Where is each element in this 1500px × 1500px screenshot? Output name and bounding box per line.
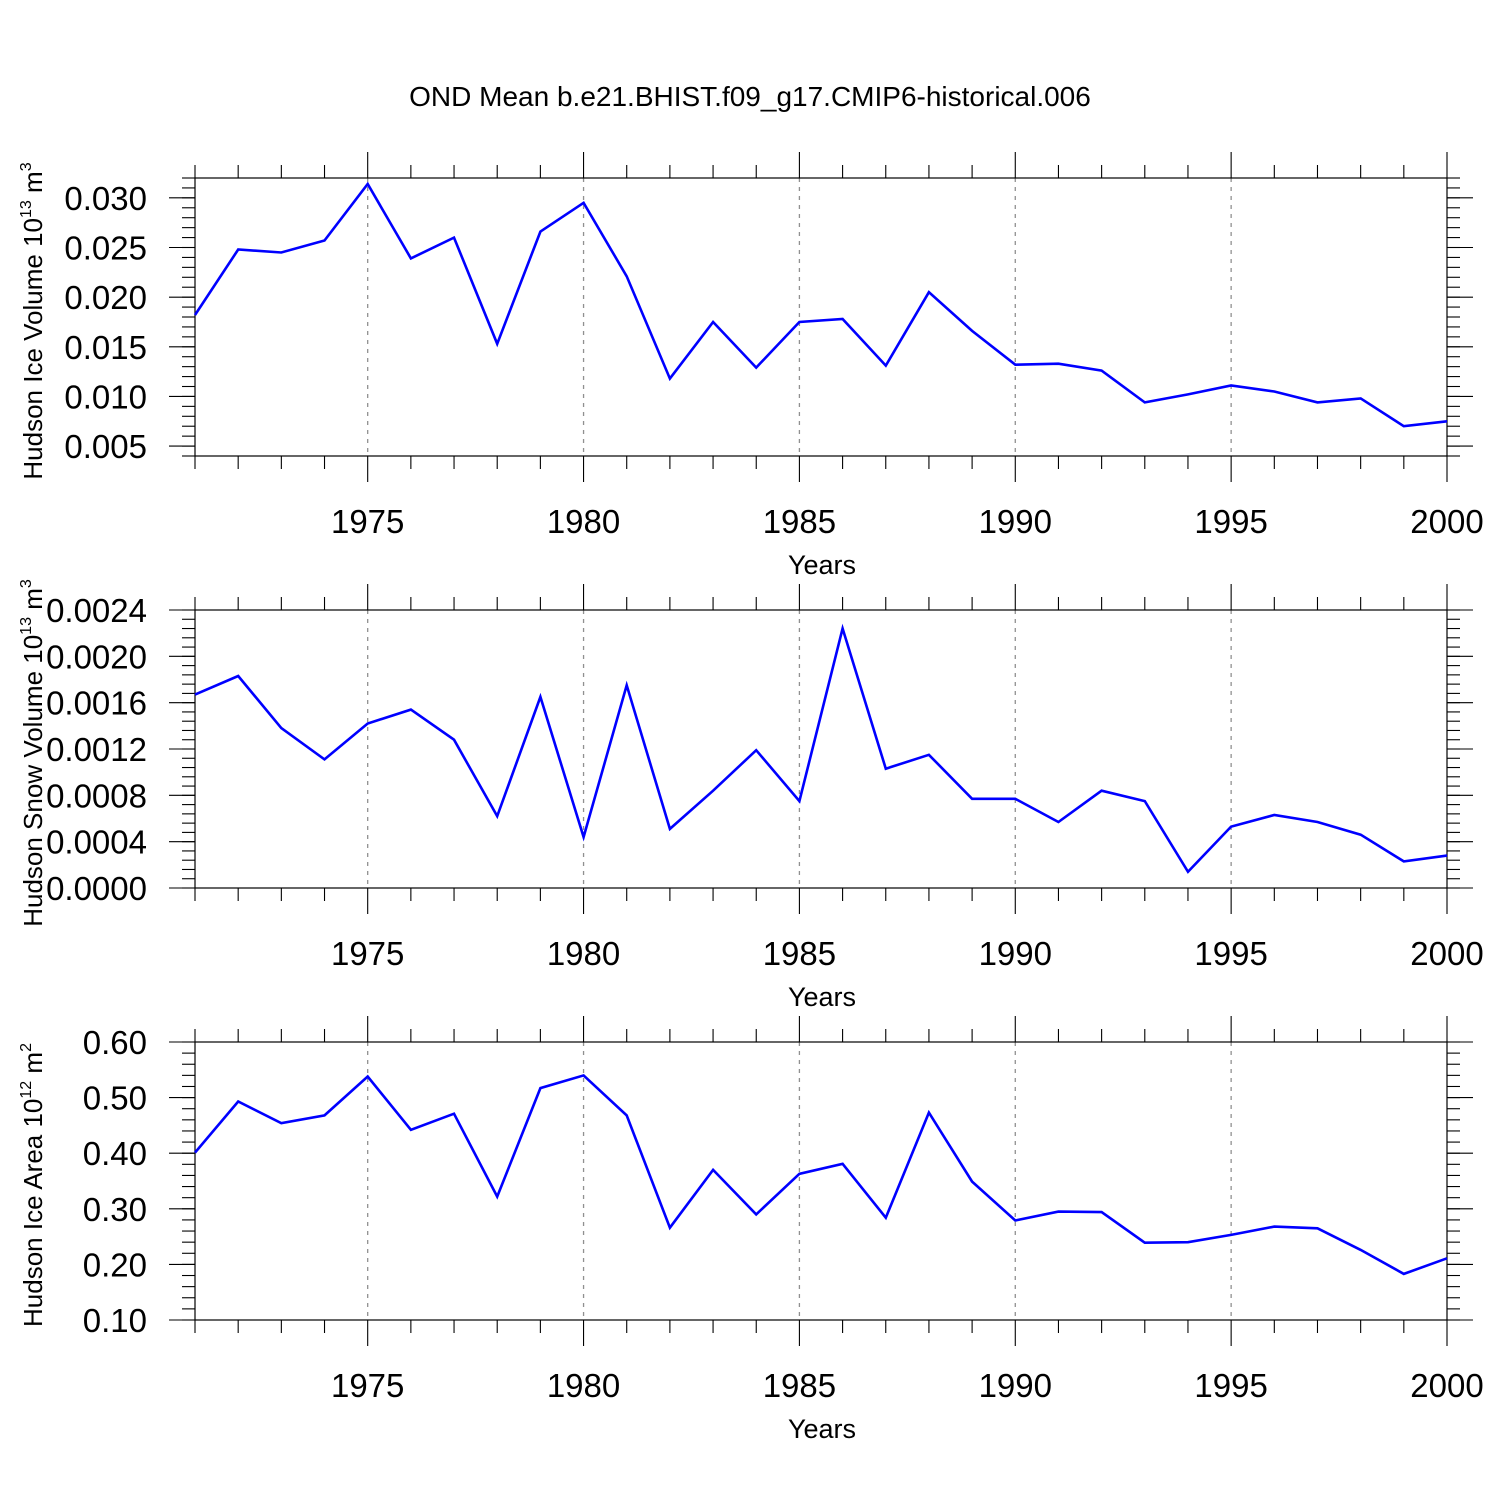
plot-frame: [194, 177, 1448, 457]
plot-frame: [194, 1041, 1448, 1321]
y-tick-label: 0.0008: [46, 777, 147, 814]
x-tick-label: 2000: [1410, 1367, 1483, 1404]
x-tick-label: 1985: [763, 503, 836, 540]
y-axis-label: Hudson Snow Volume 1013 m3: [18, 579, 48, 927]
x-tick-label: 1995: [1194, 935, 1267, 972]
x-tick-label: 1990: [979, 1367, 1052, 1404]
x-tick-label: 1980: [547, 935, 620, 972]
y-tick-label: 0.50: [83, 1080, 147, 1117]
y-tick-label: 0.005: [64, 428, 147, 465]
x-tick-label: 1985: [763, 1367, 836, 1404]
x-tick-label: 1995: [1194, 503, 1267, 540]
series-line: [194, 623, 1448, 874]
x-tick-label: 2000: [1410, 935, 1483, 972]
chart-panel: 1975 1980 1985 1990 1995 2000 Years 0.005 0.010 0…: [18, 152, 1484, 580]
x-tick-label: 1975: [331, 935, 404, 972]
x-tick-label: 1980: [547, 1367, 620, 1404]
x-tick-label: 2000: [1410, 503, 1483, 540]
x-axis-label: Years: [788, 1414, 856, 1444]
y-tick-label: 0.010: [64, 378, 147, 415]
y-tick-label: 0.0016: [46, 685, 147, 722]
x-tick-label: 1990: [979, 935, 1052, 972]
x-tick-label: 1995: [1194, 1367, 1267, 1404]
x-tick-label: 1985: [763, 935, 836, 972]
y-tick-label: 0.0020: [46, 638, 147, 675]
y-tick-label: 0.60: [83, 1024, 147, 1061]
y-tick-label: 0.0024: [46, 592, 147, 629]
y-tick-label: 0.40: [83, 1135, 147, 1172]
x-tick-label: 1980: [547, 503, 620, 540]
y-tick-label: 0.015: [64, 329, 147, 366]
y-tick-label: 0.0000: [46, 870, 147, 907]
y-tick-label: 0.020: [64, 279, 147, 316]
y-axis-label: Hudson Ice Volume 1013 m3: [18, 162, 48, 479]
x-tick-label: 1990: [979, 503, 1052, 540]
y-axis-label: Hudson Ice Area 1012 m2: [18, 1043, 48, 1327]
series-line: [194, 1073, 1448, 1276]
x-axis-label: Years: [788, 550, 856, 580]
x-axis-label: Years: [788, 982, 856, 1012]
series-line: [193, 181, 1448, 428]
plot-frame: [194, 609, 1448, 889]
y-tick-label: 0.30: [83, 1191, 147, 1228]
x-tick-label: 1975: [331, 503, 404, 540]
y-tick-label: 0.10: [83, 1302, 147, 1339]
x-tick-label: 1975: [331, 1367, 404, 1404]
y-tick-label: 0.0012: [46, 731, 147, 768]
figure-title: OND Mean b.e21.BHIST.f09_g17.CMIP6-histo…: [409, 81, 1091, 112]
y-tick-label: 0.030: [64, 180, 147, 217]
chart-panel: 1975 1980 1985 1990 1995 2000 Years 0.0000 0.000…: [18, 579, 1484, 1012]
y-tick-label: 0.0004: [46, 824, 147, 861]
y-tick-label: 0.025: [64, 230, 147, 267]
panels: 1975 1980 1985 1990 1995 2000 Years 0.005 0.010 0…: [18, 152, 1484, 1444]
y-tick-label: 0.20: [83, 1246, 147, 1283]
chart-panel: 1975 1980 1985 1990 1995 2000 Years 0.10 0.20 0.3…: [18, 1016, 1484, 1444]
